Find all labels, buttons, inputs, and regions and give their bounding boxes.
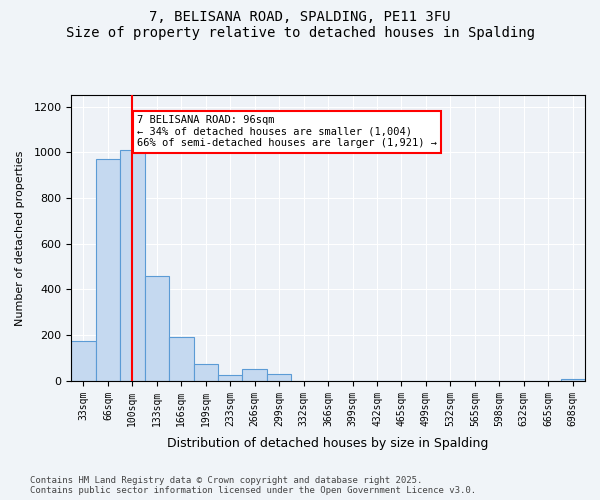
Text: 7, BELISANA ROAD, SPALDING, PE11 3FU
Size of property relative to detached house: 7, BELISANA ROAD, SPALDING, PE11 3FU Siz… [65, 10, 535, 40]
Bar [560, 378, 585, 381]
Bar [169, 338, 194, 381]
X-axis label: Distribution of detached houses by size in Spalding: Distribution of detached houses by size … [167, 437, 489, 450]
Bar [242, 370, 267, 381]
Text: 7 BELISANA ROAD: 96sqm
← 34% of detached houses are smaller (1,004)
66% of semi-: 7 BELISANA ROAD: 96sqm ← 34% of detached… [137, 115, 437, 148]
Bar [120, 150, 145, 381]
Y-axis label: Number of detached properties: Number of detached properties [15, 150, 25, 326]
Bar [218, 375, 242, 381]
Bar [145, 276, 169, 381]
Bar [267, 374, 292, 381]
Bar [95, 159, 120, 381]
Bar [194, 364, 218, 381]
Text: Contains HM Land Registry data © Crown copyright and database right 2025.
Contai: Contains HM Land Registry data © Crown c… [30, 476, 476, 495]
Bar [71, 341, 95, 381]
